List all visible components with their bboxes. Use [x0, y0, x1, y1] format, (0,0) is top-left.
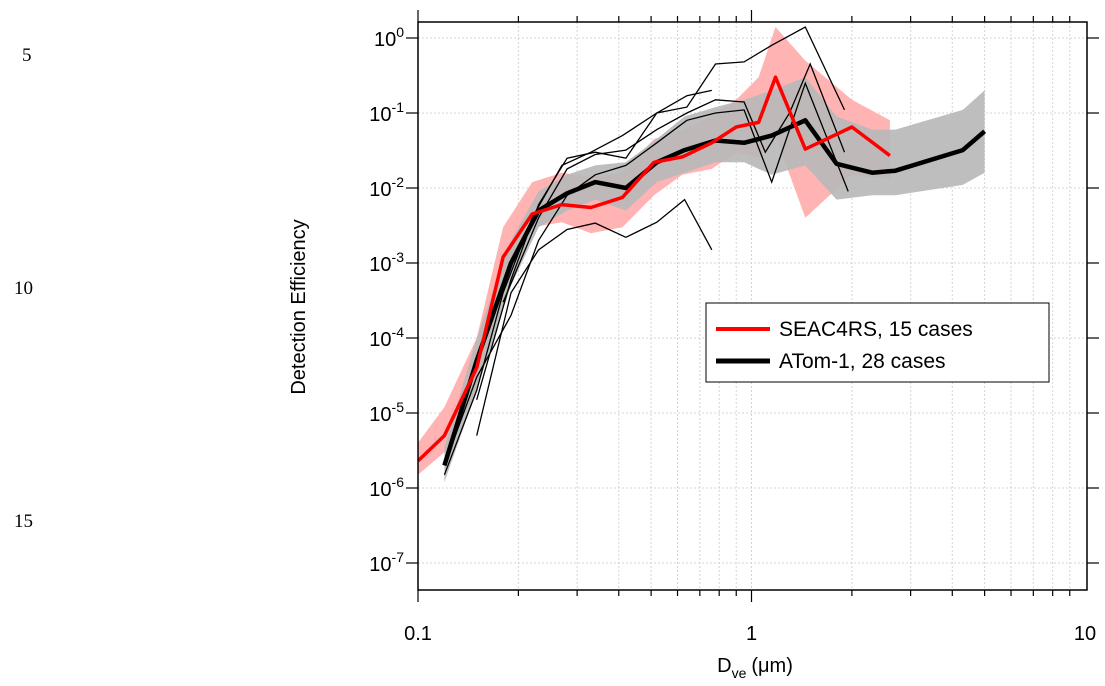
y-tick-label: 100: [374, 24, 404, 51]
y-tick-label: 10-5: [369, 399, 404, 426]
plot-frame: [417, 21, 1088, 591]
x-axis-title-unit: (μm): [751, 655, 793, 677]
seac4rs-mean-line: [418, 75, 891, 463]
y-tick-label: 10-6: [369, 474, 404, 501]
x-axis-title-main: D: [717, 655, 731, 677]
x-tick-label: 0.1: [404, 623, 432, 645]
individual-case-line: [443, 89, 712, 476]
legend: SEAC4RS, 15 cases ATom-1, 28 cases: [705, 302, 1050, 383]
line-number: 5: [22, 45, 32, 66]
line-number: 10: [14, 278, 33, 299]
individual-case-line: [443, 81, 849, 466]
axis-ticks: 0.1 1 10 100 10-1 10-2 10-3 10-4 10-5 10-6 10-7: [369, 10, 1099, 645]
y-tick-label: 10-3: [369, 249, 404, 276]
atom1-mean-line: [442, 118, 987, 467]
y-axis-title: Detection Efficiency: [288, 219, 310, 394]
y-tick-label: 10-1: [369, 99, 404, 126]
legend-label-atom1: ATom-1, 28 cases: [779, 350, 946, 373]
individual-case-line: [476, 198, 713, 436]
mean-series: [418, 75, 987, 467]
individual-case-line: [476, 26, 846, 400]
x-tick-label: 10: [1074, 623, 1096, 645]
x-axis-title: Dve (μm): [717, 655, 793, 681]
x-tick-label: 1: [746, 623, 757, 645]
y-tick-label: 10-7: [369, 549, 404, 576]
legend-label-seac4rs: SEAC4RS, 15 cases: [779, 318, 973, 341]
seac4rs-uncertainty-band: [418, 27, 890, 475]
y-tick-label: 10-2: [369, 174, 404, 201]
legend-box: [705, 302, 1050, 383]
y-axis-title-text: Detection Efficiency: [288, 219, 310, 394]
y-tick-label: 10-4: [369, 324, 404, 351]
atom1-uncertainty-band: [444, 77, 985, 483]
line-number: 15: [14, 511, 33, 532]
x-axis-title-sub: ve: [732, 665, 747, 681]
uncertainty-bands: [418, 27, 985, 483]
